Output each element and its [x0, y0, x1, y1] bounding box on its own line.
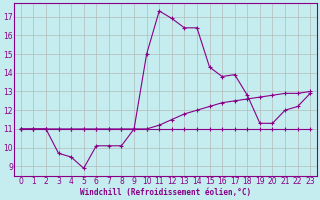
- X-axis label: Windchill (Refroidissement éolien,°C): Windchill (Refroidissement éolien,°C): [80, 188, 251, 197]
